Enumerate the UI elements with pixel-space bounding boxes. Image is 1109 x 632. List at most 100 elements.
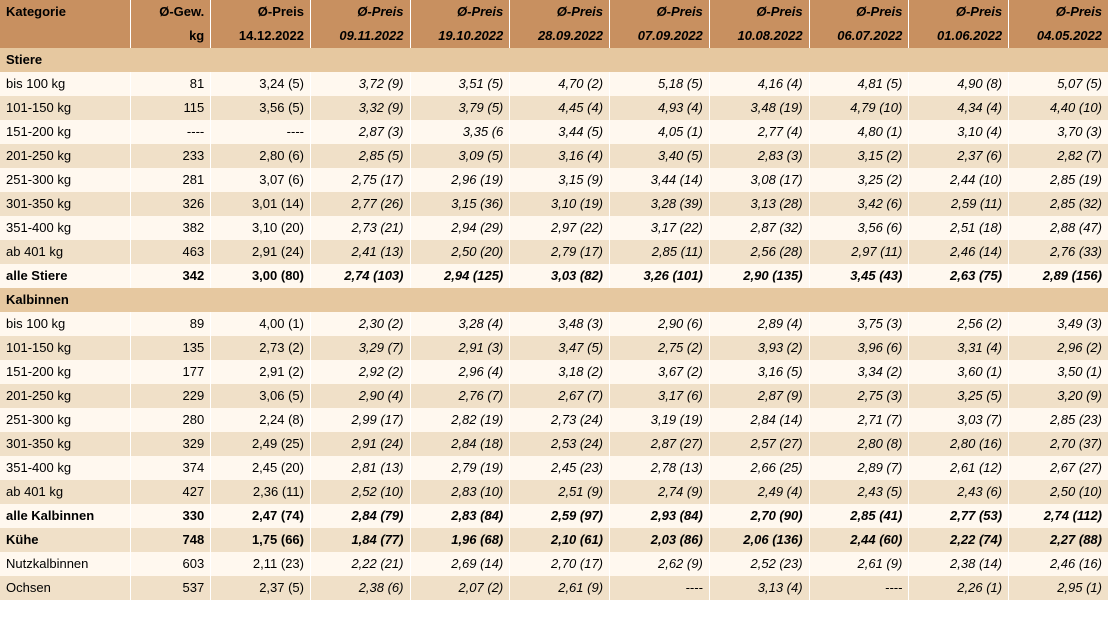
cell-price: 2,67 (27): [1009, 456, 1109, 480]
cell-weight: 233: [131, 144, 211, 168]
cell-price: 2,87 (9): [709, 384, 809, 408]
cell-price: 3,10 (20): [211, 216, 311, 240]
cell-price: 2,38 (6): [311, 576, 411, 600]
cell-price: 2,71 (7): [809, 408, 909, 432]
cell-price: 2,22 (74): [909, 528, 1009, 552]
col-sub-date-6: 06.07.2022: [809, 24, 909, 48]
cell-price: 2,06 (136): [709, 528, 809, 552]
table-row: 251-300 kg2813,07 (6)2,75 (17)2,96 (19)3…: [0, 168, 1109, 192]
cell-price: 3,42 (6): [809, 192, 909, 216]
cell-price: 2,87 (32): [709, 216, 809, 240]
cell-price: 2,89 (156): [1009, 264, 1109, 288]
cell-price: 2,97 (22): [510, 216, 610, 240]
cell-price: 3,16 (4): [510, 144, 610, 168]
cell-price: 2,53 (24): [510, 432, 610, 456]
cell-price: 3,25 (2): [809, 168, 909, 192]
cell-price: 2,70 (37): [1009, 432, 1109, 456]
cell-price: 2,85 (5): [311, 144, 411, 168]
cell-price: 3,13 (4): [709, 576, 809, 600]
cell-price: 2,03 (86): [610, 528, 710, 552]
cell-weight: 342: [131, 264, 211, 288]
cell-category: 151-200 kg: [0, 360, 131, 384]
cell-price: 2,61 (12): [909, 456, 1009, 480]
cell-price: 2,07 (2): [410, 576, 510, 600]
cell-price: 2,83 (10): [410, 480, 510, 504]
cell-price: 2,88 (47): [1009, 216, 1109, 240]
cell-price: 3,00 (80): [211, 264, 311, 288]
cell-category: 201-250 kg: [0, 384, 131, 408]
cell-price: 4,80 (1): [809, 120, 909, 144]
cell-price: 2,27 (88): [1009, 528, 1109, 552]
cell-price: 3,72 (9): [311, 72, 411, 96]
col-header-price-8: Ø-Preis: [1009, 0, 1109, 24]
cell-category: alle Stiere: [0, 264, 131, 288]
cell-price: 2,30 (2): [311, 312, 411, 336]
cell-price: 3,25 (5): [909, 384, 1009, 408]
cell-price: 3,49 (3): [1009, 312, 1109, 336]
cell-price: 5,18 (5): [610, 72, 710, 96]
cell-price: 2,46 (14): [909, 240, 1009, 264]
cell-price: 2,94 (125): [410, 264, 510, 288]
table-body: Stierebis 100 kg813,24 (5)3,72 (9)3,51 (…: [0, 48, 1109, 600]
cell-price: 3,06 (5): [211, 384, 311, 408]
cell-price: 2,51 (9): [510, 480, 610, 504]
col-header-price-6: Ø-Preis: [809, 0, 909, 24]
cell-weight: 89: [131, 312, 211, 336]
cell-weight: 229: [131, 384, 211, 408]
price-table: Kategorie Ø-Gew. Ø-Preis Ø-Preis Ø-Preis…: [0, 0, 1109, 600]
cell-price: ----: [610, 576, 710, 600]
col-header-price-2: Ø-Preis: [410, 0, 510, 24]
cell-price: 2,41 (13): [311, 240, 411, 264]
cell-price: 3,17 (6): [610, 384, 710, 408]
cell-price: 3,40 (5): [610, 144, 710, 168]
cell-category: bis 100 kg: [0, 312, 131, 336]
cell-price: 3,70 (3): [1009, 120, 1109, 144]
cell-price: 2,82 (19): [410, 408, 510, 432]
cell-category: 101-150 kg: [0, 336, 131, 360]
cell-price: 2,37 (6): [909, 144, 1009, 168]
cell-price: 2,80 (6): [211, 144, 311, 168]
cell-price: 2,73 (21): [311, 216, 411, 240]
table-row: 301-350 kg3292,49 (25)2,91 (24)2,84 (18)…: [0, 432, 1109, 456]
cell-price: 2,59 (97): [510, 504, 610, 528]
cell-price: 2,22 (21): [311, 552, 411, 576]
col-sub-date-1: 09.11.2022: [311, 24, 411, 48]
cell-price: 3,31 (4): [909, 336, 1009, 360]
cell-price: 2,50 (10): [1009, 480, 1109, 504]
cell-price: 2,82 (7): [1009, 144, 1109, 168]
cell-price: 3,32 (9): [311, 96, 411, 120]
col-sub-date-5: 10.08.2022: [709, 24, 809, 48]
cell-price: 3,56 (6): [809, 216, 909, 240]
cell-price: 2,91 (24): [211, 240, 311, 264]
cell-price: 2,97 (11): [809, 240, 909, 264]
cell-price: 1,96 (68): [410, 528, 510, 552]
cell-price: 2,76 (33): [1009, 240, 1109, 264]
cell-price: 2,91 (3): [410, 336, 510, 360]
cell-category: Ochsen: [0, 576, 131, 600]
cell-price: 3,28 (4): [410, 312, 510, 336]
cell-price: 2,56 (2): [909, 312, 1009, 336]
cell-price: 3,15 (36): [410, 192, 510, 216]
cell-price: 4,70 (2): [510, 72, 610, 96]
cell-price: 3,29 (7): [311, 336, 411, 360]
cell-price: 2,84 (79): [311, 504, 411, 528]
table-row: 201-250 kg2332,80 (6)2,85 (5)3,09 (5)3,1…: [0, 144, 1109, 168]
cell-price: 3,35 (6: [410, 120, 510, 144]
cell-price: 2,69 (14): [410, 552, 510, 576]
cell-price: 5,07 (5): [1009, 72, 1109, 96]
cell-price: 3,01 (14): [211, 192, 311, 216]
col-header-price-0: Ø-Preis: [211, 0, 311, 24]
cell-price: 3,18 (2): [510, 360, 610, 384]
cell-price: 2,85 (19): [1009, 168, 1109, 192]
cell-price: 3,60 (1): [909, 360, 1009, 384]
table-row: Ochsen5372,37 (5)2,38 (6)2,07 (2)2,61 (9…: [0, 576, 1109, 600]
cell-price: 3,96 (6): [809, 336, 909, 360]
cell-price: 3,16 (5): [709, 360, 809, 384]
cell-price: 3,20 (9): [1009, 384, 1109, 408]
table-row: bis 100 kg894,00 (1)2,30 (2)3,28 (4)3,48…: [0, 312, 1109, 336]
cell-price: 3,34 (2): [809, 360, 909, 384]
cell-price: 2,99 (17): [311, 408, 411, 432]
table-row: 151-200 kg--------2,87 (3)3,35 (63,44 (5…: [0, 120, 1109, 144]
cell-price: 3,19 (19): [610, 408, 710, 432]
table-row: 101-150 kg1352,73 (2)3,29 (7)2,91 (3)3,4…: [0, 336, 1109, 360]
